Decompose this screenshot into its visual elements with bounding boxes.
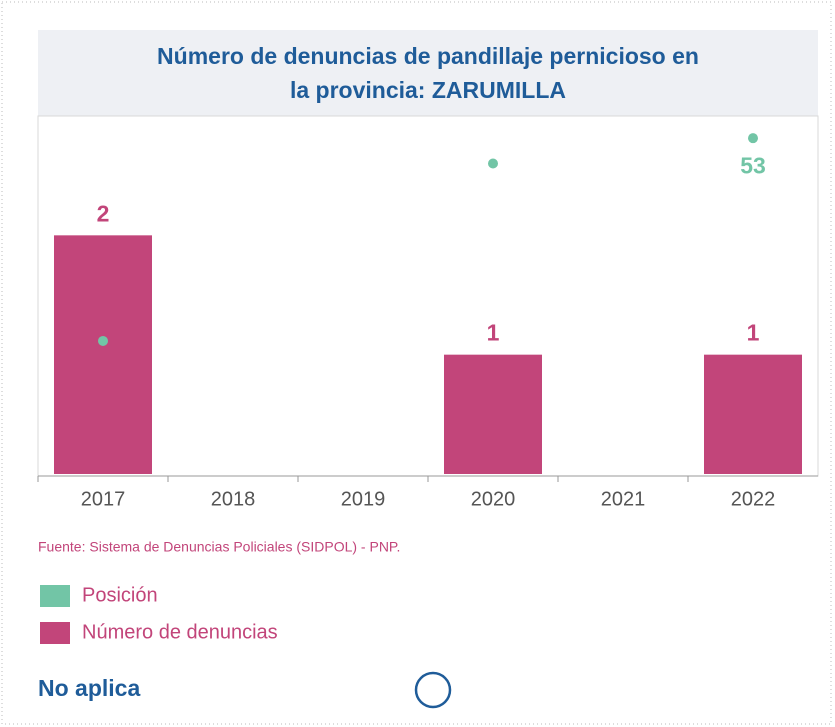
x-tick-label: 2022: [731, 488, 776, 510]
x-tick-label: 2019: [341, 488, 386, 510]
data-label: 1: [747, 320, 760, 346]
bar: [704, 354, 802, 474]
x-tick-label: 2021: [601, 488, 646, 510]
bar: [444, 354, 542, 474]
data-label: 2: [97, 200, 110, 226]
dot: [98, 335, 108, 346]
x-tick-label: 2017: [81, 488, 126, 510]
note: No aplica: [38, 675, 140, 701]
dot: [748, 133, 758, 144]
legend-swatch: [40, 622, 70, 644]
legend-label: Número de denuncias: [82, 621, 278, 643]
x-tick-label: 2020: [471, 488, 516, 510]
legend-swatch: [40, 585, 70, 607]
toggle-icon[interactable]: [414, 671, 452, 709]
chart-title: Número de denuncias de pandillaje pernic…: [157, 43, 699, 69]
plot-area: [37, 115, 819, 477]
data-label: 53: [740, 152, 766, 178]
bar: [54, 235, 152, 474]
chart-title: la provincia: ZARUMILLA: [290, 77, 566, 103]
dot: [488, 158, 498, 169]
legend-label: Posición: [82, 584, 158, 606]
title-box: [38, 30, 818, 116]
data-label: 1: [487, 320, 500, 346]
source: Fuente: Sistema de Denuncias Policiales …: [38, 539, 400, 555]
x-tick-label: 2018: [211, 488, 256, 510]
